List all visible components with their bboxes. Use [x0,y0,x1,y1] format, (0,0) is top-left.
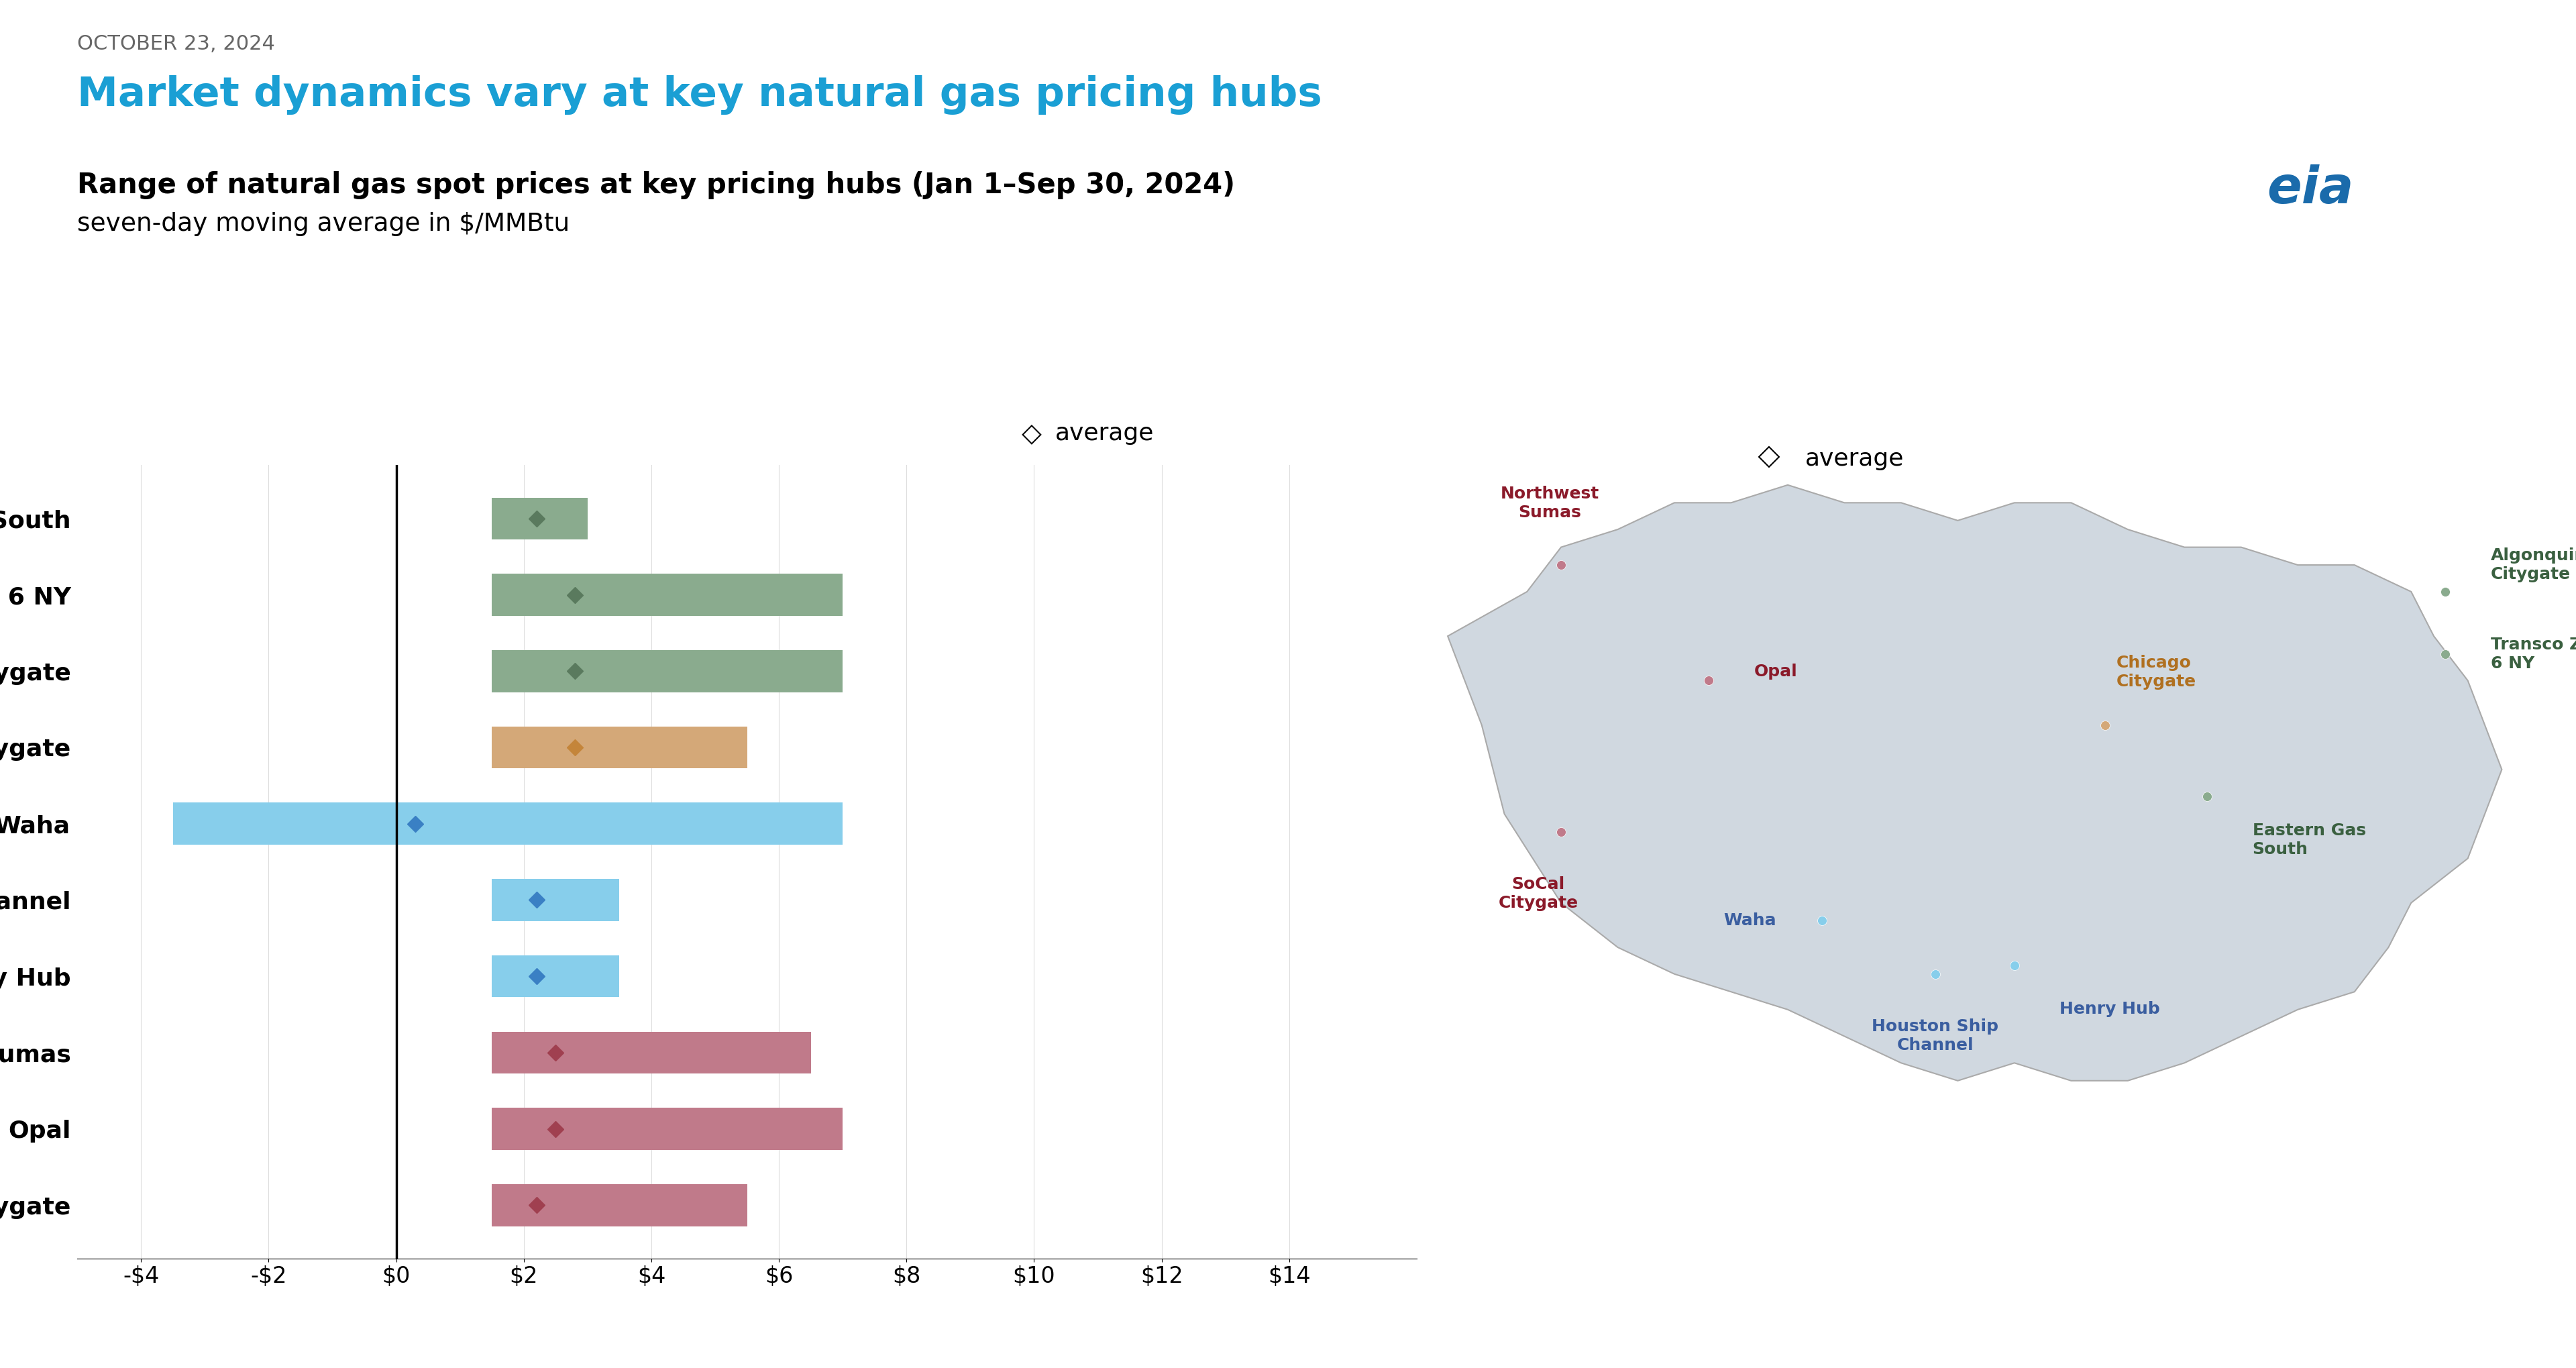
Text: SoCal
Citygate: SoCal Citygate [1499,877,1579,911]
Bar [492,498,587,539]
Bar [492,1031,811,1074]
Point [1801,910,1842,932]
Text: Market dynamics vary at key natural gas pricing hubs: Market dynamics vary at key natural gas … [77,75,1321,115]
Bar [492,880,618,921]
Legend: average: average [1734,438,1914,480]
Text: Houston Ship
Channel: Houston Ship Channel [1873,1018,1999,1053]
Text: seven-day moving average in $/MMBtu: seven-day moving average in $/MMBtu [77,212,569,237]
Text: average: average [1056,421,1154,445]
Bar [492,573,842,616]
Bar [173,803,842,844]
Point [1994,955,2035,977]
Bar [492,1185,747,1226]
Point [1687,670,1728,692]
Bar [492,726,747,769]
Bar [492,1108,842,1150]
Text: Waha: Waha [1723,912,1777,929]
Bar [492,955,618,997]
Point [1540,821,1582,843]
Text: Henry Hub: Henry Hub [2061,1000,2161,1016]
Text: Transco Zone
6 NY: Transco Zone 6 NY [2491,636,2576,672]
Text: Eastern Gas
South: Eastern Gas South [2251,824,2365,858]
Point [1914,963,1955,985]
Text: ◇: ◇ [1023,420,1041,446]
Text: Opal: Opal [1754,663,1798,680]
Point [2187,785,2228,807]
Point [1540,554,1582,576]
Text: Chicago
Citygate: Chicago Citygate [2117,655,2197,689]
Point [2424,643,2465,665]
Bar [492,650,842,692]
Text: Algonquin
Citygate: Algonquin Citygate [2491,547,2576,583]
Point [2084,714,2125,736]
Text: Range of natural gas spot prices at key pricing hubs (Jan 1–Sep 30, 2024): Range of natural gas spot prices at key … [77,171,1236,200]
Text: Northwest
Sumas: Northwest Sumas [1499,486,1600,520]
Text: eia: eia [2267,164,2354,213]
Polygon shape [1448,484,2501,1081]
Text: OCTOBER 23, 2024: OCTOBER 23, 2024 [77,34,276,53]
Point [2424,580,2465,602]
